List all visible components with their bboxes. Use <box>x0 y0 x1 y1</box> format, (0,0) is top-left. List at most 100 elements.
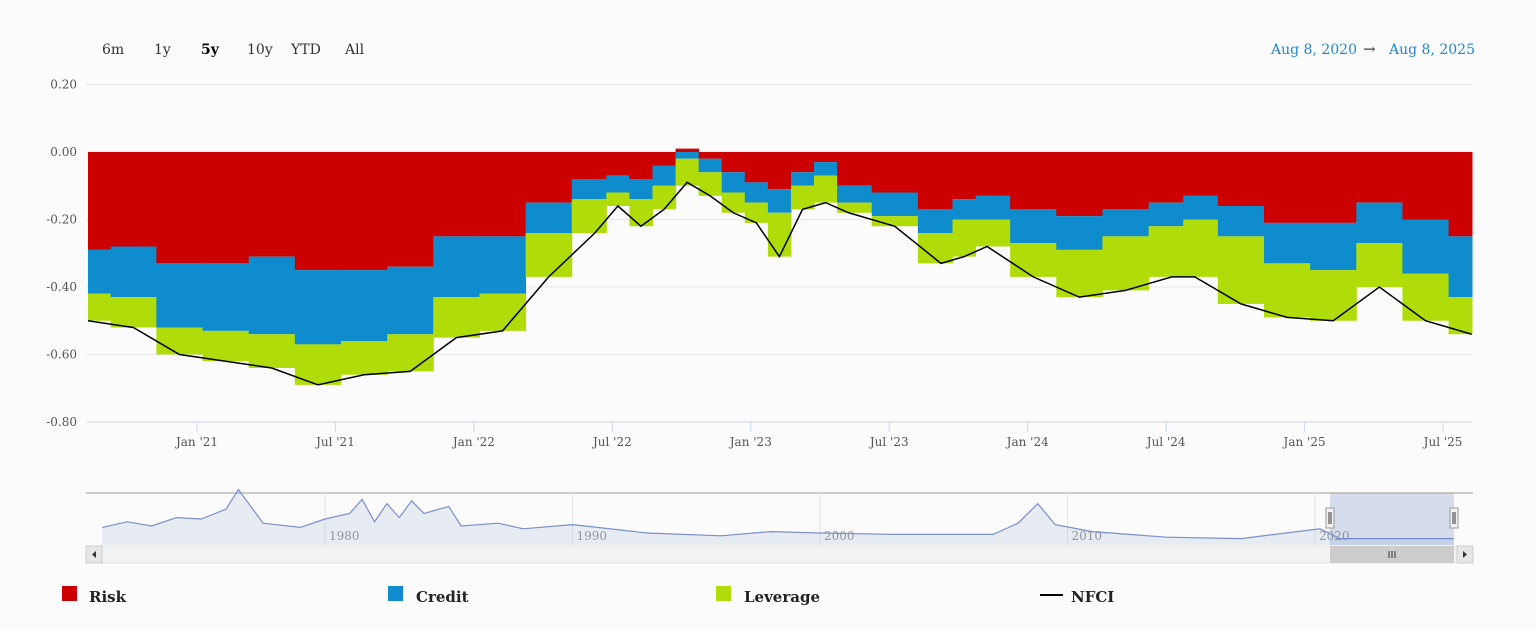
bar-leverage <box>652 185 677 210</box>
bar-leverage <box>1310 270 1357 321</box>
bar-credit <box>606 175 630 193</box>
bar-credit <box>652 165 677 186</box>
bar-credit <box>744 182 769 203</box>
bar-credit <box>1310 222 1357 271</box>
scrollbar-track[interactable] <box>85 545 1474 564</box>
arrow-right-icon: → <box>1363 40 1376 58</box>
bar-leverage <box>721 192 746 213</box>
bar-credit <box>871 192 919 217</box>
legend-leverage-swatch[interactable] <box>716 586 731 601</box>
bar-risk <box>248 152 296 257</box>
bar-credit <box>1263 222 1311 264</box>
navigator-handle[interactable] <box>1325 507 1335 529</box>
bar-credit <box>88 249 112 294</box>
bar-leverage <box>629 199 654 227</box>
bar-risk <box>294 152 342 271</box>
bar-leverage <box>952 219 977 257</box>
bar-risk <box>744 152 769 183</box>
navigator-handle[interactable] <box>1449 507 1459 529</box>
bar-leverage <box>871 216 919 227</box>
bar-leverage <box>1102 236 1150 291</box>
bar-leverage <box>1056 249 1103 298</box>
bar-risk <box>952 152 977 200</box>
bar-risk <box>1102 152 1150 210</box>
y-tick-label: -0.20 <box>46 213 77 227</box>
bar-leverage <box>387 334 434 372</box>
bar-leverage <box>294 344 342 385</box>
bar-risk <box>721 152 746 173</box>
bar-risk <box>975 152 1011 196</box>
bar-leverage <box>1148 226 1184 277</box>
x-tick-label: Jan '21 <box>174 435 218 449</box>
legend-credit[interactable]: Credit <box>416 588 469 606</box>
range-5y-button[interactable]: 5y <box>201 42 219 58</box>
bar-leverage <box>156 327 204 355</box>
bar-risk <box>387 152 434 267</box>
bar-leverage <box>340 341 388 375</box>
range-1y-button[interactable]: 1y <box>154 42 171 58</box>
bar-risk <box>1148 152 1184 203</box>
bar-risk <box>156 152 204 264</box>
bar-credit <box>814 162 838 176</box>
navigator-line <box>102 488 1454 540</box>
legend-credit-swatch[interactable] <box>388 586 403 601</box>
bar-risk <box>871 152 919 193</box>
bar-credit <box>571 179 607 200</box>
bar-risk <box>790 152 815 173</box>
bar-credit <box>721 172 746 193</box>
navigator-area <box>102 489 1454 545</box>
bar-credit <box>790 172 815 186</box>
legend-leverage[interactable]: Leverage <box>744 588 821 606</box>
bar-leverage <box>698 172 723 196</box>
range-10y-button[interactable]: 10y <box>247 42 273 58</box>
range-all-button[interactable]: All <box>345 42 365 58</box>
bar-risk <box>525 152 573 203</box>
navigator-tick-label: 1990 <box>577 529 608 543</box>
bar-leverage <box>1356 243 1403 287</box>
bar-leverage <box>837 202 873 213</box>
legend-nfci-line[interactable] <box>1040 594 1063 596</box>
bar-risk <box>837 152 873 186</box>
x-tick-label: Jan '23 <box>728 435 772 449</box>
x-tick-label: Jul '21 <box>314 435 355 449</box>
bar-leverage <box>88 293 112 321</box>
bar-credit <box>767 189 792 213</box>
bar-credit <box>110 246 157 298</box>
bar-leverage <box>606 192 630 206</box>
legend-nfci[interactable]: NFCI <box>1071 588 1115 606</box>
bar-leverage <box>433 297 480 338</box>
bar-leverage <box>1217 236 1265 304</box>
y-tick-label: 0.00 <box>50 145 77 159</box>
bar-credit <box>479 236 527 294</box>
bar-risk <box>479 152 527 237</box>
bar-credit <box>675 152 700 159</box>
navigator-tick-label: 2000 <box>824 529 855 543</box>
bar-risk <box>675 148 700 152</box>
x-tick-label: Jul '23 <box>868 435 909 449</box>
range-6m-button[interactable]: 6m <box>102 42 125 58</box>
legend-risk-swatch[interactable] <box>62 586 77 601</box>
bar-leverage <box>110 297 157 328</box>
navigator-selection[interactable] <box>1330 493 1454 545</box>
bar-leverage <box>790 185 815 210</box>
bar-credit <box>294 270 342 345</box>
bar-risk <box>202 152 250 264</box>
bar-risk <box>698 152 723 159</box>
range-ytd-button[interactable]: YTD <box>291 42 321 58</box>
bar-credit <box>433 236 480 298</box>
bar-credit <box>1402 219 1450 274</box>
navigator-background <box>86 493 1473 545</box>
bar-credit <box>340 270 388 341</box>
date-from-input[interactable]: Aug 8, 2020 <box>1271 42 1357 58</box>
bar-risk <box>1402 152 1450 220</box>
bar-leverage <box>1010 243 1057 277</box>
x-tick-label: Jan '25 <box>1282 435 1326 449</box>
bar-risk <box>1183 152 1219 196</box>
date-to-input[interactable]: Aug 8, 2025 <box>1389 42 1475 58</box>
legend-risk[interactable]: Risk <box>89 588 127 606</box>
bar-credit <box>1217 206 1265 237</box>
navigator-tick-label: 2010 <box>1072 529 1103 543</box>
bar-risk <box>917 152 953 210</box>
